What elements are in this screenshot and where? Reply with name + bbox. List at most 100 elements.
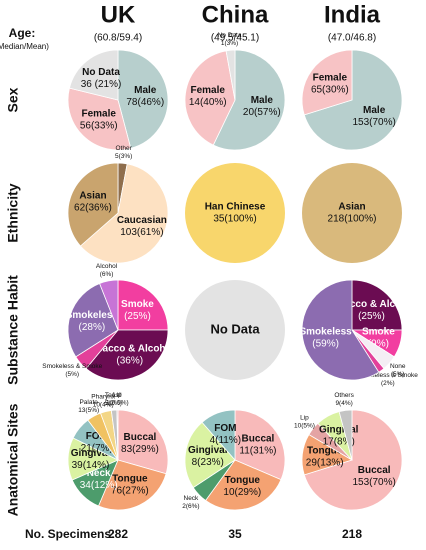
slice-value-label: 34(12%) (80, 480, 118, 491)
column-specimens: 218 (342, 527, 362, 541)
slice-label: Female (191, 85, 226, 96)
slice-value-label: 13(5%) (78, 407, 99, 414)
slice-label: Lip (300, 414, 309, 421)
slice-label: Neck (184, 495, 200, 502)
pie-slice (212, 49, 286, 151)
slice-label: Asian (338, 202, 365, 213)
age-label: Age: (9, 26, 36, 40)
slice-label: Asian (79, 190, 106, 201)
slice-value-label: (25%) (124, 311, 151, 322)
empty-pie (185, 280, 285, 380)
slice-label: Gingival (319, 425, 359, 436)
slice-label: Smoke (362, 326, 395, 337)
slice-label: Alcohol (96, 263, 118, 270)
slice-label: Gingival (188, 445, 228, 456)
slice-label: Neck (87, 468, 111, 479)
pie-slice (338, 409, 353, 461)
slice-label: Pharynx (91, 394, 116, 401)
pie-slice (301, 279, 380, 381)
slice-value-label: 29(13%) (306, 457, 344, 468)
slice-value-label: 153(70%) (352, 477, 395, 488)
slice-value-label: 21(7%) (81, 443, 113, 454)
pie-slice (68, 49, 119, 101)
row-label: Substance Habit (5, 275, 21, 385)
slice-label: Buccal (124, 432, 157, 443)
pie-slice (225, 49, 236, 101)
pie-slice (67, 162, 119, 247)
column-age: (47.0/46.8) (328, 33, 376, 44)
slice-label: Tongue (225, 475, 261, 486)
slice-value-label: 153(70%) (352, 117, 395, 128)
pie-slice (184, 50, 236, 146)
slice-label: Others (334, 392, 354, 399)
slice-label: Smokeless (299, 326, 352, 337)
slice-value-label: 39(14%) (72, 460, 110, 471)
slice-value-label: 10(4%) (93, 402, 114, 409)
pie-slice (201, 409, 236, 462)
slice-value-label: 65(30%) (311, 84, 349, 95)
slice-label: Smokeless & Smoke (42, 363, 102, 370)
pie-slice (97, 459, 167, 511)
slice-label: Buccal (242, 433, 275, 444)
slice-label: Tobacco & Alcohol (85, 344, 175, 355)
pie-slice (185, 163, 285, 263)
slice-label: Han Chinese (205, 202, 266, 213)
pie-slice (303, 49, 403, 151)
pie-slice (67, 282, 119, 358)
slice-label: No Data (218, 32, 242, 39)
slice-value-label: 8(23%) (192, 457, 224, 468)
pie-slice (301, 49, 353, 116)
slice-value-label: 76(27%) (111, 485, 149, 496)
slice-label: Female (313, 72, 348, 83)
slice-label: Caucasian (117, 215, 167, 226)
slice-value-label: (9%) (368, 338, 389, 349)
slice-value-label: 10(5%) (294, 422, 315, 429)
column-age: (60.8/59.4) (94, 33, 142, 44)
slice-label: Other (115, 145, 132, 152)
slice-value-label: 35(100%) (213, 214, 256, 225)
slice-value-label: (6%) (100, 271, 114, 278)
slice-label: No Data (82, 67, 120, 78)
slice-value-label: 11(31%) (239, 445, 276, 456)
slice-value-label: 5(3%) (115, 153, 132, 160)
slice-value-label: 20(57%) (243, 107, 281, 118)
slice-value-label: 14(40%) (189, 97, 227, 108)
slice-label: Male (134, 85, 157, 96)
slice-value-label: (36%) (116, 356, 143, 367)
slice-label: Female (82, 108, 117, 119)
column-title: China (202, 1, 269, 28)
slice-value-label: 103(61%) (120, 227, 163, 238)
pie-slice (302, 163, 402, 263)
slice-value-label: (59%) (312, 338, 339, 349)
column-title: India (324, 1, 381, 28)
pie-slice (205, 459, 282, 511)
slice-label: FOM (86, 431, 108, 442)
slice-value-label: 5(2%) (105, 400, 122, 407)
slice-label: Tonsil (105, 392, 122, 399)
pie-slice (184, 421, 236, 489)
pie-slice (351, 279, 403, 331)
slice-value-label: 218(100%) (328, 214, 377, 225)
slice-label: None (390, 363, 406, 370)
slice-label: Smokeless & Smoke (358, 372, 418, 379)
pie-slice (117, 279, 169, 331)
slice-label: Male (251, 95, 274, 106)
slice-value-label: 2(6%) (182, 503, 199, 510)
slice-value-label: 83(29%) (121, 444, 159, 455)
pie-slice (85, 329, 169, 381)
row-label: Ethnicity (5, 183, 21, 242)
pie-slice (99, 279, 119, 331)
slice-label: Smoke (121, 299, 154, 310)
column-specimens: 35 (228, 527, 242, 541)
slice-value-label: 1(3%) (221, 40, 238, 47)
specimens-label: No. Specimens: (25, 527, 115, 541)
pie-slice (303, 409, 403, 511)
row-label: Sex (5, 87, 21, 112)
pie-slice (117, 49, 169, 149)
column-title: UK (101, 1, 136, 28)
slice-label: Tongue (307, 445, 343, 456)
column-specimens: 282 (108, 527, 128, 541)
pie-slice (79, 163, 169, 264)
slice-label: Smokeless (66, 310, 119, 321)
